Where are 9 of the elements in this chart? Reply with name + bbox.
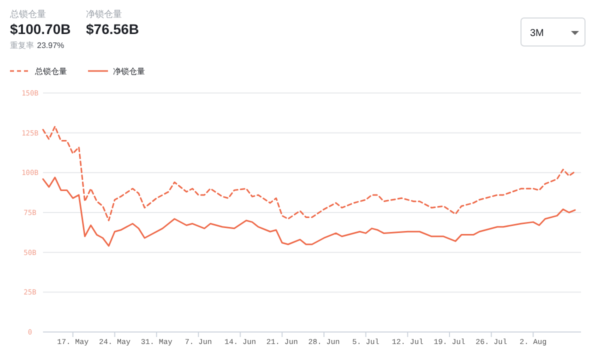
text: 3M xyxy=(530,28,544,39)
text: 净锁仓量 xyxy=(86,9,122,19)
text: $76.56B xyxy=(86,21,139,37)
legend-label: 总锁仓量 xyxy=(34,67,67,76)
legend-label: 净锁仓量 xyxy=(113,67,145,76)
text: 重复率 xyxy=(10,41,34,50)
text: 总锁仓量 xyxy=(9,9,46,19)
text: $100.70B xyxy=(10,21,71,37)
text: 23.97% xyxy=(37,41,64,50)
